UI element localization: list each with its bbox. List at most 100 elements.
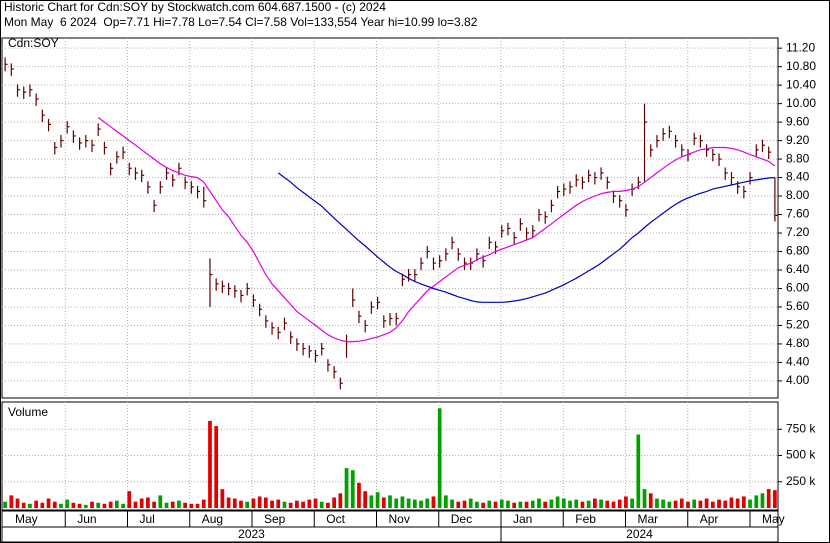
month-label: Nov [389, 512, 410, 526]
volume-bar [766, 489, 771, 508]
volume-bar [568, 500, 572, 508]
volume-bar [189, 503, 194, 508]
year-label: 2024 [626, 527, 653, 541]
volume-bar [605, 500, 610, 508]
volume-bar [270, 500, 274, 508]
y-tick-label: 7.60 [786, 207, 810, 221]
volume-bar [506, 500, 510, 508]
volume-bar [226, 497, 231, 508]
volume-bar [617, 499, 622, 508]
volume-bar [593, 498, 597, 508]
volume-bar [735, 498, 740, 508]
volume-bar [263, 497, 268, 508]
chart-subtitle: Mon May 6 2024 Op=7.71 Hi=7.78 Lo=7.54 C… [4, 15, 478, 29]
volume-bar [96, 502, 101, 508]
volume-bar [580, 501, 585, 508]
volume-bar [655, 498, 659, 508]
volume-bar [288, 502, 293, 508]
volume-bar [679, 498, 684, 508]
volume-bar [561, 498, 566, 508]
volume-bar [493, 501, 498, 508]
volume-bar [574, 499, 579, 508]
y-tick-label: 11.20 [786, 40, 815, 54]
y-tick-label: 5.60 [786, 299, 810, 313]
volume-bar [295, 500, 299, 508]
volume-bar [450, 499, 454, 508]
volume-bar [9, 495, 14, 508]
y-tick-label: 6.00 [786, 281, 810, 295]
volume-bar [741, 496, 746, 508]
volume-bar [350, 470, 355, 508]
volume-bar [375, 492, 380, 508]
volume-bar [648, 493, 653, 508]
volume-bar [319, 501, 324, 508]
volume-bar [549, 499, 554, 508]
volume-bar [139, 498, 144, 508]
y-tick-label: 9.60 [786, 114, 810, 128]
volume-bar [276, 499, 281, 508]
volume-bar [90, 501, 94, 508]
volume-bar [232, 498, 237, 508]
volume-bar [257, 496, 262, 508]
volume-bar [729, 497, 734, 508]
volume-bar [431, 496, 436, 508]
volume-panel [1, 401, 779, 511]
month-label: Dec [451, 512, 472, 526]
volume-bar [543, 501, 548, 508]
volume-bar [326, 502, 330, 508]
volume-bar [537, 498, 541, 508]
volume-bar [301, 501, 305, 508]
volume-bar [357, 482, 361, 508]
volume-bar [381, 497, 386, 508]
volume-bar [307, 499, 312, 508]
volume-bar [344, 468, 349, 508]
y-tick-label: 8.40 [786, 170, 810, 184]
volume-bar [183, 502, 187, 508]
volume-bar [152, 501, 156, 508]
volume-bar [773, 490, 777, 508]
y-tick-label: 8.80 [786, 151, 810, 165]
volume-bar [487, 500, 492, 508]
volume-bar [704, 498, 709, 508]
volume-bar [456, 501, 461, 508]
volume-bar [363, 491, 368, 508]
volume-bar [121, 503, 125, 508]
symbol-label: Cdn:SOY [8, 36, 59, 50]
volume-bar [133, 501, 138, 508]
month-label: May [762, 512, 785, 526]
volume-bar [332, 497, 336, 508]
volume-bar [239, 500, 243, 508]
volume-bar [760, 493, 765, 508]
volume-bar [114, 500, 119, 508]
volume-bar [208, 420, 212, 508]
mark-layer [3, 57, 778, 508]
volume-bar [611, 501, 616, 508]
chart-title: Historic Chart for Cdn:SOY by Stockwatch… [4, 0, 386, 14]
volume-bar [164, 502, 169, 508]
volume-bar [40, 502, 45, 508]
volume-bar [475, 501, 479, 508]
volume-bar [214, 426, 219, 508]
volume-bar [34, 500, 39, 508]
volume-bar [394, 498, 399, 508]
y-tick-label: 10.80 [786, 59, 816, 73]
y-tick-label: 6.80 [786, 244, 810, 258]
y-tick-label: 10.40 [786, 77, 816, 91]
volume-bar [102, 503, 107, 508]
volume-bar [512, 502, 517, 508]
volume-tick-label: 750 k [786, 421, 816, 435]
year-label: 2023 [238, 527, 265, 541]
volume-bar [717, 499, 721, 508]
month-label: Sep [264, 512, 286, 526]
volume-bar [624, 496, 628, 508]
moving-average [97, 117, 776, 343]
volume-bar [499, 499, 504, 508]
volume-tick-label: 250 k [786, 474, 816, 488]
volume-bar [692, 499, 697, 508]
month-label: Feb [575, 512, 596, 526]
volume-bar [388, 495, 392, 508]
volume-bar [21, 502, 26, 508]
volume-bar [642, 489, 647, 508]
